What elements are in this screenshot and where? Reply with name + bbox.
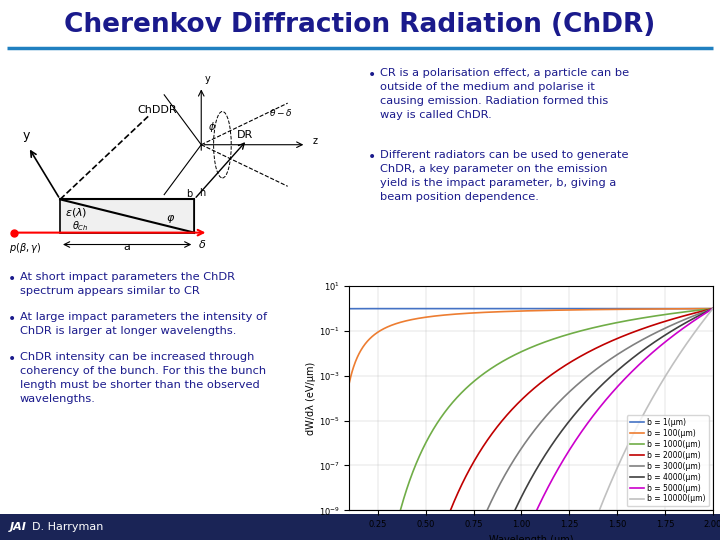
b = 1(μm): [345, 306, 354, 312]
b = 2000(μm): [505, 409, 513, 416]
Text: y: y: [23, 130, 30, 143]
b = 10000(μm): [629, 432, 637, 438]
b = 1000(μm): [708, 306, 717, 312]
b = 3000(μm): [492, 488, 500, 495]
Y-axis label: dW/dλ (eV/μm): dW/dλ (eV/μm): [306, 362, 316, 435]
Legend: b = 1(μm), b = 100(μm), b = 1000(μm), b = 2000(μm), b = 3000(μm), b = 4000(μm), : b = 1(μm), b = 100(μm), b = 1000(μm), b …: [627, 415, 709, 507]
Bar: [0, 514, 720, 540]
b = 2000(μm): [492, 425, 500, 431]
Line: b = 5000(μm): b = 5000(μm): [349, 309, 713, 540]
Text: a: a: [124, 242, 130, 253]
Text: ChDDR: ChDDR: [138, 105, 177, 114]
Bar: [60, 199, 194, 233]
Text: $\varphi$: $\varphi$: [166, 213, 175, 225]
b = 100(μm): [492, 309, 500, 315]
b = 3000(μm): [708, 306, 717, 312]
b = 1(μm): [708, 306, 717, 312]
Text: ChDR intensity can be increased through
coherency of the bunch. For this the bun: ChDR intensity can be increased through …: [20, 352, 266, 404]
Text: DR: DR: [236, 130, 253, 140]
Text: Different radiators can be used to generate
ChDR, a key parameter on the emissio: Different radiators can be used to gener…: [380, 150, 629, 202]
Text: $\delta$: $\delta$: [198, 238, 206, 250]
b = 10000(μm): [635, 419, 644, 426]
b = 3000(μm): [505, 464, 513, 471]
b = 1(μm): [492, 306, 500, 312]
Text: b: b: [186, 189, 192, 199]
b = 4000(μm): [708, 306, 717, 312]
b = 5000(μm): [708, 306, 717, 312]
Text: $\varepsilon(\lambda)$: $\varepsilon(\lambda)$: [66, 206, 88, 219]
b = 3000(μm): [635, 338, 644, 345]
b = 1(μm): [505, 306, 513, 312]
b = 4000(μm): [629, 355, 637, 361]
Text: •: •: [368, 68, 377, 82]
Text: h: h: [199, 188, 206, 198]
b = 1000(μm): [595, 323, 603, 330]
b = 5000(μm): [629, 368, 637, 374]
Text: •: •: [8, 352, 17, 366]
Line: b = 3000(μm): b = 3000(μm): [349, 309, 713, 540]
Text: $\phi$: $\phi$: [208, 120, 217, 134]
b = 10000(μm): [708, 306, 717, 312]
b = 4000(μm): [505, 519, 513, 526]
b = 100(μm): [629, 306, 637, 313]
b = 2000(μm): [595, 343, 603, 350]
Line: b = 2000(μm): b = 2000(μm): [349, 309, 713, 540]
b = 2000(μm): [629, 329, 637, 335]
b = 10000(μm): [595, 508, 603, 515]
b = 100(μm): [635, 306, 644, 312]
Text: $p(\beta,\gamma)$: $p(\beta,\gamma)$: [9, 241, 41, 255]
b = 100(μm): [595, 306, 603, 313]
Text: •: •: [368, 150, 377, 164]
b = 1000(μm): [505, 354, 513, 361]
b = 1000(μm): [629, 316, 637, 323]
Text: •: •: [8, 272, 17, 286]
Line: b = 1000(μm): b = 1000(μm): [349, 309, 713, 540]
b = 1000(μm): [492, 362, 500, 368]
Text: JAI: JAI: [10, 522, 27, 532]
b = 1000(μm): [635, 315, 644, 322]
Text: At short impact parameters the ChDR
spectrum appears similar to CR: At short impact parameters the ChDR spec…: [20, 272, 235, 296]
Line: b = 10000(μm): b = 10000(μm): [349, 309, 713, 540]
X-axis label: Wavelength (μm): Wavelength (μm): [489, 535, 573, 540]
b = 100(μm): [708, 306, 717, 312]
b = 5000(μm): [635, 361, 644, 368]
Text: D. Harryman: D. Harryman: [32, 522, 104, 532]
Text: $\theta - \delta$: $\theta - \delta$: [269, 106, 293, 118]
b = 100(μm): [345, 380, 354, 387]
b = 3000(μm): [595, 364, 603, 370]
b = 2000(μm): [708, 306, 717, 312]
b = 5000(μm): [595, 405, 603, 411]
b = 4000(μm): [595, 384, 603, 391]
b = 1(μm): [382, 306, 391, 312]
Text: At large impact parameters the intensity of
ChDR is larger at longer wavelengths: At large impact parameters the intensity…: [20, 312, 267, 336]
b = 1(μm): [629, 306, 637, 312]
Text: CR is a polarisation effect, a particle can be
outside of the medium and polaris: CR is a polarisation effect, a particle …: [380, 68, 629, 120]
Text: $\theta_{Ch}$: $\theta_{Ch}$: [73, 219, 89, 233]
Text: •: •: [8, 312, 17, 326]
Text: Cherenkov Diffraction Radiation (ChDR): Cherenkov Diffraction Radiation (ChDR): [64, 12, 656, 38]
b = 2000(μm): [635, 327, 644, 333]
b = 3000(μm): [629, 342, 637, 348]
Line: b = 100(μm): b = 100(μm): [349, 309, 713, 383]
b = 100(μm): [382, 324, 391, 330]
Line: b = 4000(μm): b = 4000(μm): [349, 309, 713, 540]
b = 1(μm): [635, 306, 644, 312]
b = 1(μm): [595, 306, 603, 312]
Text: y: y: [204, 75, 210, 84]
b = 100(μm): [505, 308, 513, 315]
Text: z: z: [312, 136, 318, 146]
b = 4000(μm): [635, 350, 644, 356]
